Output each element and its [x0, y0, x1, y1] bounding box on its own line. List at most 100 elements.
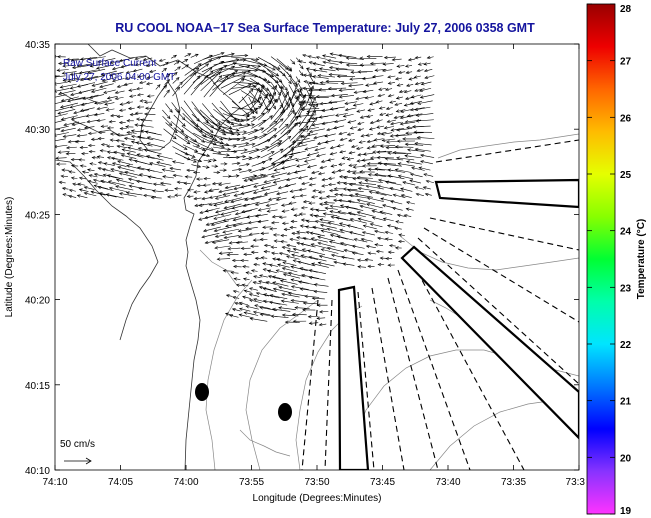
current-vector — [124, 170, 143, 177]
current-vector — [333, 187, 345, 191]
current-vector — [356, 109, 366, 113]
current-vector — [136, 179, 153, 185]
current-vector — [266, 269, 278, 274]
current-vector — [254, 256, 262, 261]
current-vector — [408, 77, 416, 81]
current-vector — [240, 258, 249, 263]
current-vector — [96, 64, 114, 70]
current-vector — [407, 148, 425, 152]
current-vector — [352, 165, 364, 169]
current-vector — [312, 68, 328, 73]
current-vector — [222, 216, 241, 222]
current-vector — [248, 155, 261, 161]
current-vector — [230, 148, 248, 152]
colorbar-tick-label: 21 — [620, 397, 632, 408]
current-vector — [369, 61, 385, 66]
current-vector — [136, 74, 145, 79]
current-vector — [303, 158, 316, 163]
current-vector — [387, 174, 405, 180]
current-vector — [120, 142, 133, 147]
current-vector — [368, 127, 376, 131]
current-vector — [55, 88, 70, 93]
current-vector — [392, 150, 412, 155]
current-vector — [202, 165, 210, 169]
current-vector — [338, 53, 357, 58]
current-vector — [351, 171, 365, 175]
current-vector — [405, 70, 413, 74]
current-vector — [280, 70, 292, 85]
current-vector — [328, 240, 347, 246]
x-tick-label: 73:35 — [501, 477, 526, 488]
current-vector — [110, 113, 118, 118]
current-vector — [220, 75, 246, 89]
current-vector — [399, 115, 414, 120]
current-vector — [385, 113, 393, 117]
current-vector — [278, 109, 295, 129]
current-vector — [98, 192, 117, 198]
current-vector — [87, 143, 96, 148]
current-vector — [366, 203, 383, 209]
current-vector — [241, 135, 258, 142]
current-vector — [262, 287, 277, 292]
current-vector — [365, 244, 376, 249]
current-vector — [426, 55, 434, 60]
current-vector — [86, 68, 106, 75]
current-vector — [253, 262, 260, 267]
current-vector — [327, 176, 335, 180]
current-vector — [394, 145, 414, 149]
current-vector — [349, 218, 367, 224]
current-vector — [322, 60, 339, 65]
current-vector — [357, 186, 376, 192]
current-vector — [71, 121, 86, 127]
current-vector — [268, 300, 288, 306]
current-vector — [358, 181, 377, 185]
current-vector — [101, 168, 115, 173]
x-tick-label: 74:10 — [42, 477, 67, 488]
current-vector — [219, 168, 227, 172]
current-vector — [239, 168, 253, 173]
current-vector — [181, 64, 190, 70]
current-vector — [106, 144, 114, 148]
current-vector — [221, 53, 249, 58]
current-vector — [411, 166, 425, 171]
current-vector — [287, 271, 306, 278]
current-vector — [398, 89, 406, 94]
current-vector — [67, 96, 86, 103]
current-vector — [183, 100, 200, 122]
current-vector — [369, 120, 377, 125]
current-vector — [216, 257, 231, 261]
current-vector — [269, 294, 288, 300]
current-vector — [272, 257, 281, 261]
current-vector — [396, 139, 416, 143]
current-vector — [152, 189, 164, 193]
current-vector — [288, 201, 297, 205]
current-vector — [173, 127, 189, 139]
current-vector — [210, 220, 229, 227]
current-vector — [299, 63, 304, 70]
current-vector — [309, 128, 325, 133]
current-vector — [340, 81, 358, 86]
current-vector — [211, 239, 230, 244]
current-vector — [287, 95, 300, 117]
current-vector — [308, 269, 326, 274]
current-vector — [339, 204, 358, 210]
current-vector — [118, 192, 137, 197]
current-vector — [339, 137, 348, 142]
x-tick-labels: 74:10 74:05 74:00 73:55 73:50 73:45 73:40 73:35… — [42, 477, 585, 488]
current-vector — [78, 188, 89, 192]
current-vector — [100, 124, 109, 128]
current-vector — [241, 283, 249, 287]
current-vector — [135, 141, 153, 147]
current-vector — [389, 187, 405, 192]
current-vector — [310, 243, 329, 249]
current-vectors — [55, 51, 435, 327]
current-vector — [374, 243, 384, 247]
current-vector — [414, 106, 431, 111]
current-vector — [83, 186, 95, 190]
current-vector — [162, 115, 173, 127]
current-vector — [298, 187, 307, 192]
current-vector — [415, 113, 434, 117]
current-vector — [365, 184, 384, 190]
current-vector — [299, 93, 307, 109]
current-vector — [211, 181, 222, 186]
